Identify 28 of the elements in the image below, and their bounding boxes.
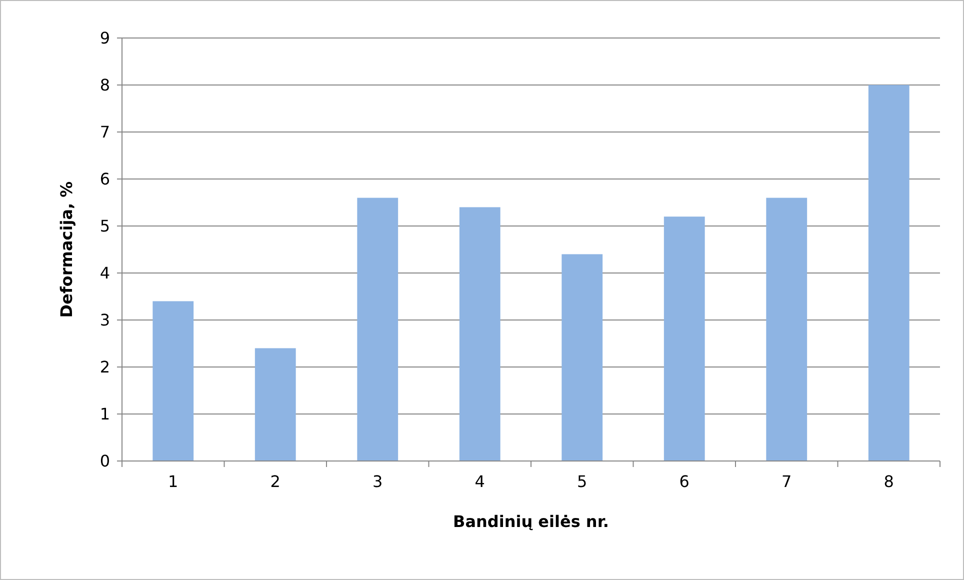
y-tick-label: 5 <box>100 216 110 236</box>
x-axis-title: Bandinių eilės nr. <box>453 512 609 531</box>
x-tick-label: 8 <box>884 472 894 491</box>
bar <box>766 198 808 461</box>
y-tick-label: 8 <box>100 76 110 95</box>
y-tick-label: 7 <box>100 122 110 142</box>
bar <box>664 216 705 461</box>
y-tick-label: 3 <box>100 310 110 330</box>
y-axis-title: Deformacija, % <box>57 181 76 318</box>
x-tick-label: 1 <box>168 472 178 491</box>
bar <box>562 254 603 461</box>
bar <box>152 301 194 461</box>
x-tick-label: 4 <box>474 472 485 491</box>
x-tick-label: 3 <box>372 472 383 491</box>
x-tick-label: 2 <box>270 472 280 491</box>
bar <box>459 207 500 461</box>
x-tick-label: 6 <box>679 472 690 491</box>
x-tick-label: 5 <box>577 472 588 491</box>
y-tick-label: 9 <box>100 28 110 48</box>
y-tick-label: 2 <box>100 358 110 377</box>
y-tick-label: 4 <box>100 264 110 283</box>
bar <box>254 348 296 461</box>
x-tick-label: 7 <box>782 472 792 491</box>
y-tick-label: 1 <box>100 404 110 424</box>
bar <box>357 198 398 461</box>
bar <box>868 85 910 461</box>
y-tick-label: 0 <box>100 452 110 471</box>
y-tick-label: 6 <box>100 170 110 189</box>
